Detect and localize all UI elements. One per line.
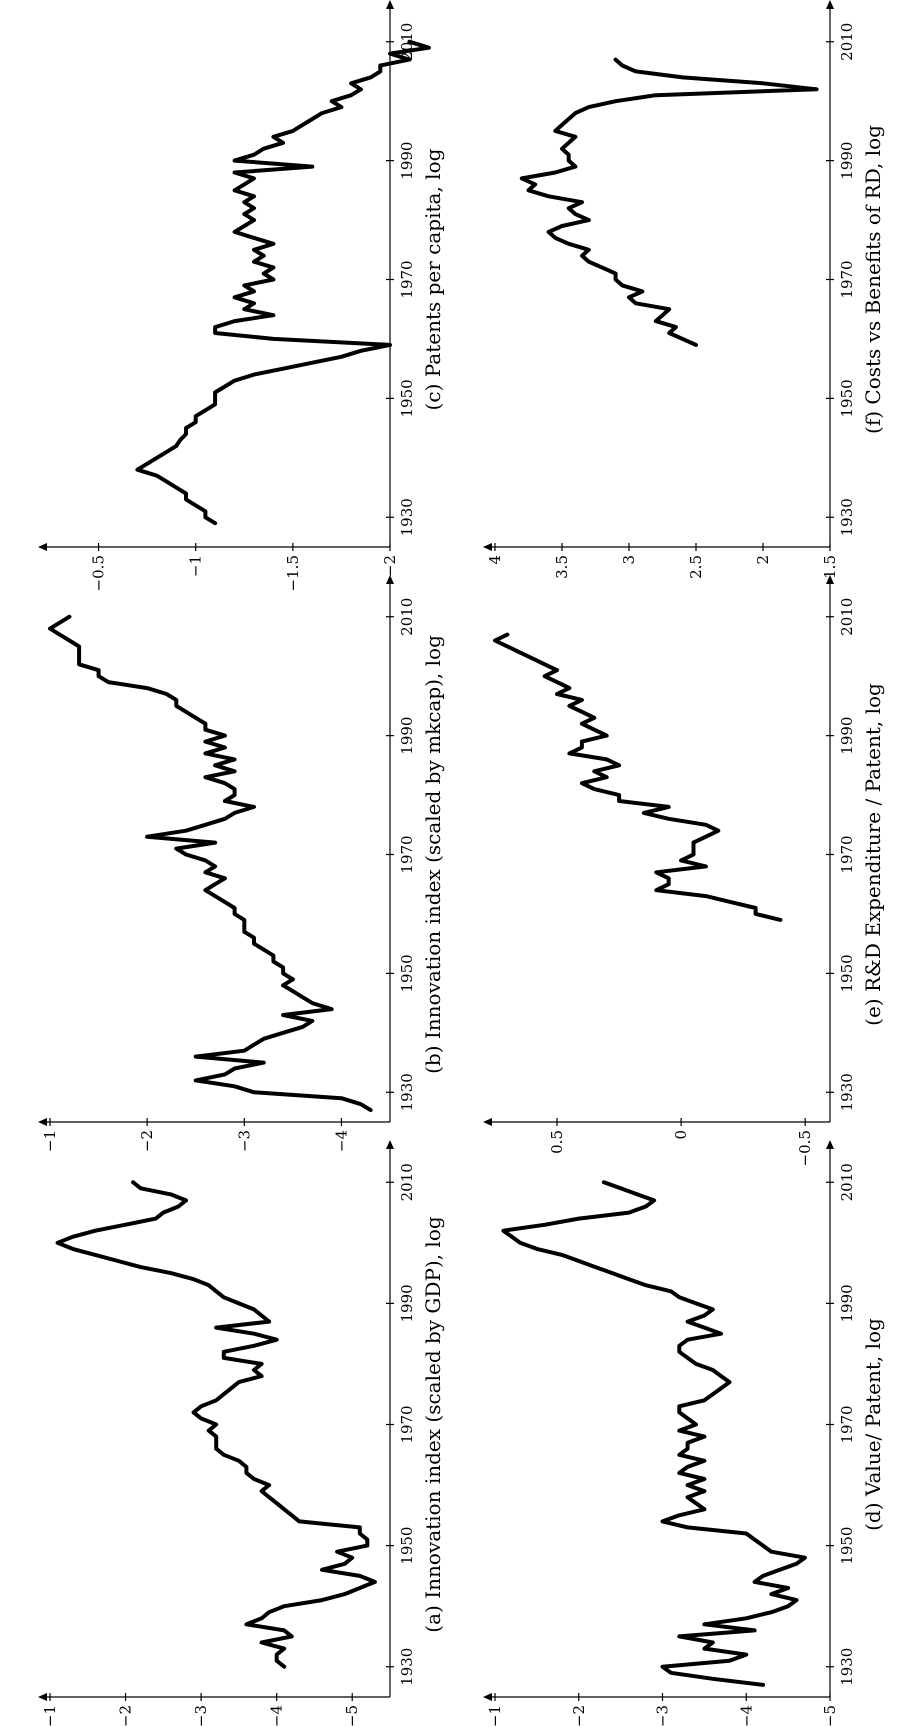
x-tick-label: 1990: [398, 717, 416, 755]
y-tick-label: −3: [192, 1705, 210, 1727]
panel-caption: (c) Patents per capita, log: [421, 148, 445, 410]
y-axis-arrow: [483, 1693, 492, 1701]
x-tick-label: 1950: [838, 1527, 856, 1565]
x-tick-label: 1990: [838, 142, 856, 180]
x-tick-label: 2010: [838, 598, 856, 636]
y-tick-label: −4: [268, 1705, 286, 1727]
y-tick-label: −4: [332, 1130, 350, 1152]
y-tick-label: 4: [486, 555, 504, 565]
x-tick-label: 1950: [838, 954, 856, 992]
y-tick-label: −1: [187, 555, 205, 577]
series-line: [493, 632, 783, 922]
x-axis-arrow: [386, 575, 394, 584]
chart-panel-a: −1 −2 −3 −4 −5 1930 1950 1970 1990 2010 (a) Innova…: [38, 1140, 445, 1727]
x-tick-label: 2010: [398, 598, 416, 636]
x-tick-label: 1950: [398, 379, 416, 417]
y-axis-arrow: [38, 1693, 47, 1701]
series-line: [48, 614, 373, 1113]
panel-caption: (d) Value/ Patent, log: [861, 1318, 885, 1531]
x-tick-label: 1970: [838, 260, 856, 298]
y-axis-arrow: [483, 543, 492, 551]
x-tick-label: 1990: [838, 717, 856, 755]
y-tick-label: −1: [486, 1705, 504, 1727]
x-tick-label: 1990: [398, 1284, 416, 1322]
y-tick-label: 0.5: [548, 1130, 566, 1154]
y-tick-label: −3: [235, 1130, 253, 1152]
y-axis-arrow: [38, 1118, 47, 1126]
x-tick-label: 1930: [398, 1073, 416, 1111]
x-axis-arrow: [826, 0, 834, 9]
series-line: [55, 1180, 377, 1669]
y-tick-label: −2: [138, 1130, 156, 1152]
chart-panel-b: −1 −2 −3 −4 1930 1950 1970 1990 2010 (b) Innovati…: [38, 575, 445, 1152]
x-tick-label: 2010: [838, 23, 856, 61]
y-tick-label: 2: [754, 555, 772, 565]
x-tick-label: 1970: [838, 1405, 856, 1443]
y-tick-label: −2: [381, 555, 399, 577]
y-tick-label: −1: [41, 1130, 59, 1152]
y-tick-label: −3: [654, 1705, 672, 1727]
series-line: [519, 57, 819, 347]
x-axis-arrow: [386, 1140, 394, 1149]
x-tick-label: 1930: [838, 1073, 856, 1111]
x-tick-label: 1930: [838, 498, 856, 536]
y-tick-label: 1.5: [821, 555, 839, 579]
y-tick-label: 0: [672, 1130, 690, 1140]
chart-panel-f: 4 3.5 3 2.5 2 1.5 1930 1950 1970 1990 2010 (f) Cost…: [483, 0, 885, 579]
x-tick-label: 1930: [838, 1648, 856, 1686]
x-tick-label: 1930: [398, 498, 416, 536]
x-tick-label: 2010: [838, 1163, 856, 1201]
y-tick-label: −4: [737, 1705, 755, 1727]
x-tick-label: 1930: [398, 1648, 416, 1686]
x-axis-arrow: [826, 575, 834, 584]
x-tick-label: 1970: [398, 1405, 416, 1443]
x-tick-label: 1970: [398, 260, 416, 298]
y-tick-label: −1.5: [284, 555, 302, 591]
y-axis-arrow: [38, 543, 47, 551]
x-axis-arrow: [826, 1140, 834, 1149]
x-tick-label: 1990: [398, 142, 416, 180]
y-tick-label: −5: [343, 1705, 361, 1727]
y-tick-label: 3: [620, 555, 638, 565]
y-tick-label: −1: [41, 1705, 59, 1727]
y-tick-label: −5: [821, 1705, 839, 1727]
chart-panel-e: 0.5 0 −0.5 1930 1950 1970 1990 2010 (e) R&D Expe…: [483, 575, 885, 1166]
y-tick-label: 3.5: [553, 555, 571, 579]
x-tick-label: 1970: [398, 835, 416, 873]
chart-panel-d: −1 −2 −3 −4 −5 1930 1950 1970 1990 2010 (d) Value/…: [483, 1140, 885, 1727]
y-tick-label: −0.5: [90, 555, 108, 591]
series-line: [501, 1180, 807, 1687]
x-tick-label: 1990: [838, 1284, 856, 1322]
y-tick-label: −2: [570, 1705, 588, 1727]
y-axis-arrow: [483, 1118, 492, 1126]
x-tick-label: 1950: [838, 379, 856, 417]
x-tick-label: 1970: [838, 835, 856, 873]
y-tick-label: −2: [117, 1705, 135, 1727]
series-line: [135, 39, 431, 526]
x-tick-label: 1950: [398, 1527, 416, 1565]
x-tick-label: 2010: [398, 1163, 416, 1201]
y-tick-label: −0.5: [796, 1130, 814, 1166]
x-axis-arrow: [386, 0, 394, 9]
panel-caption: (e) R&D Expenditure / Patent, log: [861, 683, 885, 1026]
y-tick-label: 2.5: [687, 555, 705, 579]
x-tick-label: 1950: [398, 954, 416, 992]
panel-caption: (b) Innovation index (scaled by mkcap), …: [421, 635, 445, 1074]
panel-caption: (f) Costs vs Benefits of RD, log: [861, 125, 885, 434]
panel-caption: (a) Innovation index (scaled by GDP), lo…: [421, 1216, 445, 1633]
